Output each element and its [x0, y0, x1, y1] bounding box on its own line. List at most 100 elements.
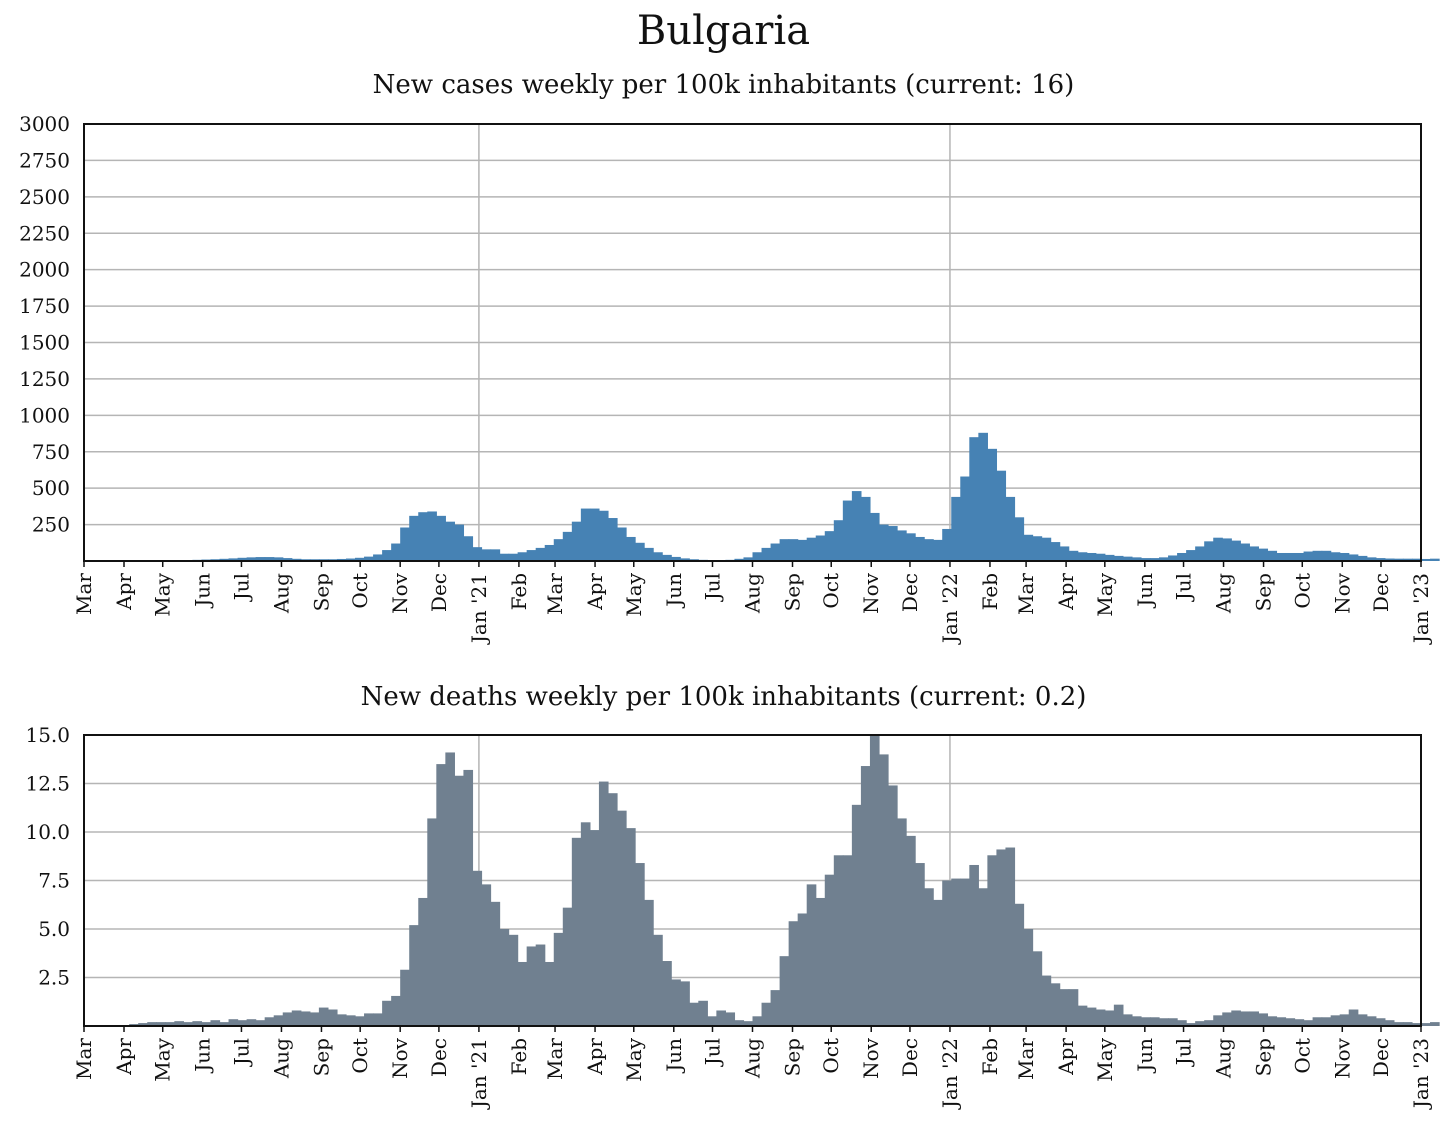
cases-x-tick-label: Feb [507, 573, 531, 610]
deaths-bar [165, 1022, 175, 1026]
cases-bar [933, 539, 943, 561]
deaths-bar [906, 835, 916, 1026]
deaths-y-tick-label: 10.0 [25, 820, 70, 844]
cases-bar [924, 539, 934, 561]
cases-bar [833, 520, 844, 561]
deaths-bar [942, 880, 952, 1026]
deaths-bar [644, 899, 654, 1026]
deaths-bar [915, 863, 925, 1026]
deaths-x-tick-label: Mar [543, 1038, 567, 1080]
cases-y-tick-label: 2000 [19, 258, 70, 282]
cases-bar [373, 554, 383, 561]
deaths-bar [1104, 1010, 1115, 1026]
deaths-bar [1014, 903, 1025, 1026]
deaths-bar [418, 897, 428, 1026]
deaths-bar [987, 855, 998, 1026]
cases-x-tick-label: Jun [1133, 573, 1157, 609]
deaths-chart: 2.5 5.0 7.5 10.0 12.5 15.0 Mar Apr May Jun Jul Aug S… [25, 723, 1440, 1110]
deaths-bar [797, 913, 808, 1026]
cases-bar [1375, 558, 1386, 561]
cases-y-tick-label: 750 [32, 440, 70, 464]
deaths-bar [436, 764, 446, 1026]
deaths-bar [1222, 1012, 1232, 1026]
deaths-bar [725, 1012, 736, 1026]
deaths-x-tick-label: Apr [583, 1038, 607, 1076]
deaths-bar [1258, 1013, 1269, 1026]
cases-bar [490, 549, 501, 561]
cases-bar [788, 539, 799, 561]
deaths-y-tick-label: 12.5 [25, 772, 70, 796]
cases-bar [1249, 546, 1259, 561]
deaths-bar [1195, 1021, 1205, 1026]
deaths-bar [1149, 1017, 1160, 1026]
cases-bar [1095, 553, 1106, 561]
deaths-bar [1131, 1016, 1142, 1026]
cases-bar [1312, 550, 1323, 561]
deaths-bar [680, 981, 690, 1026]
deaths-bar [1393, 1022, 1404, 1026]
cases-bar [282, 558, 293, 561]
cases-bar [499, 553, 510, 561]
cases-x-tick-label: Apr [1054, 573, 1078, 611]
deaths-bar [282, 1012, 293, 1026]
cases-bar [364, 556, 374, 561]
cases-bar [1330, 552, 1341, 561]
cases-bar [906, 533, 916, 561]
cases-bar [915, 536, 925, 561]
deaths-bar [1068, 989, 1079, 1026]
cases-y-tick-label: 1750 [19, 294, 70, 318]
cases-bar [987, 448, 998, 561]
deaths-x-tick-label: May [1093, 1037, 1117, 1081]
deaths-x-tick-label: Nov [859, 1037, 883, 1079]
deaths-bar [544, 961, 555, 1026]
cases-chart-title: New cases weekly per 100k inhabitants (c… [372, 70, 1075, 100]
cases-bar [1104, 554, 1115, 561]
cases-bar [1041, 537, 1052, 561]
cases-bar [842, 500, 853, 561]
cases-bar [427, 511, 437, 561]
cases-bar [806, 537, 817, 561]
deaths-bar [761, 1002, 772, 1026]
deaths-bar [1059, 989, 1070, 1026]
cases-bar [635, 542, 645, 561]
cases-bar [1140, 558, 1151, 561]
deaths-bar [1086, 1007, 1097, 1026]
cases-bar [1050, 542, 1061, 561]
deaths-x-tick-label: Mar [1014, 1038, 1038, 1080]
cases-bar [1366, 557, 1377, 561]
cases-bar [616, 527, 627, 561]
deaths-x-tick-label: Dec [427, 1038, 451, 1077]
cases-bar [1411, 558, 1422, 561]
cases-x-tick-label: May [1093, 572, 1117, 616]
cases-bar [1005, 496, 1016, 561]
deaths-bar [833, 855, 844, 1026]
cases-bar [878, 524, 889, 561]
deaths-bar [264, 1017, 275, 1026]
cases-bar [824, 531, 835, 561]
cases-bar [1113, 555, 1124, 561]
deaths-bar [653, 934, 663, 1026]
cases-x-tick-label: Mar [1014, 573, 1038, 615]
cases-x-tick-label: Aug [1212, 573, 1236, 614]
deaths-bar [246, 1019, 257, 1026]
deaths-bar [616, 810, 627, 1026]
cases-y-tick-label: 2500 [19, 185, 70, 209]
deaths-bar [824, 874, 835, 1026]
deaths-bar [1140, 1017, 1151, 1026]
deaths-bar [1122, 1014, 1133, 1026]
deaths-bar [635, 863, 645, 1026]
deaths-bar [1032, 951, 1043, 1026]
cases-x-tick-label: Dec [898, 573, 922, 612]
deaths-x-tick-label: Jul [1172, 1038, 1196, 1067]
deaths-bar [147, 1022, 157, 1026]
deaths-bar [300, 1011, 311, 1026]
deaths-y-tick-label: 7.5 [38, 869, 70, 893]
deaths-bar [309, 1012, 320, 1026]
cases-x-tick-label: Jan '23 [1409, 573, 1433, 645]
cases-bar [1122, 556, 1133, 561]
deaths-bar [933, 899, 943, 1026]
deaths-bar [1005, 847, 1016, 1026]
deaths-bar [860, 766, 871, 1026]
cases-x-tick-label: Aug [741, 573, 765, 614]
cases-bar [1339, 552, 1350, 561]
